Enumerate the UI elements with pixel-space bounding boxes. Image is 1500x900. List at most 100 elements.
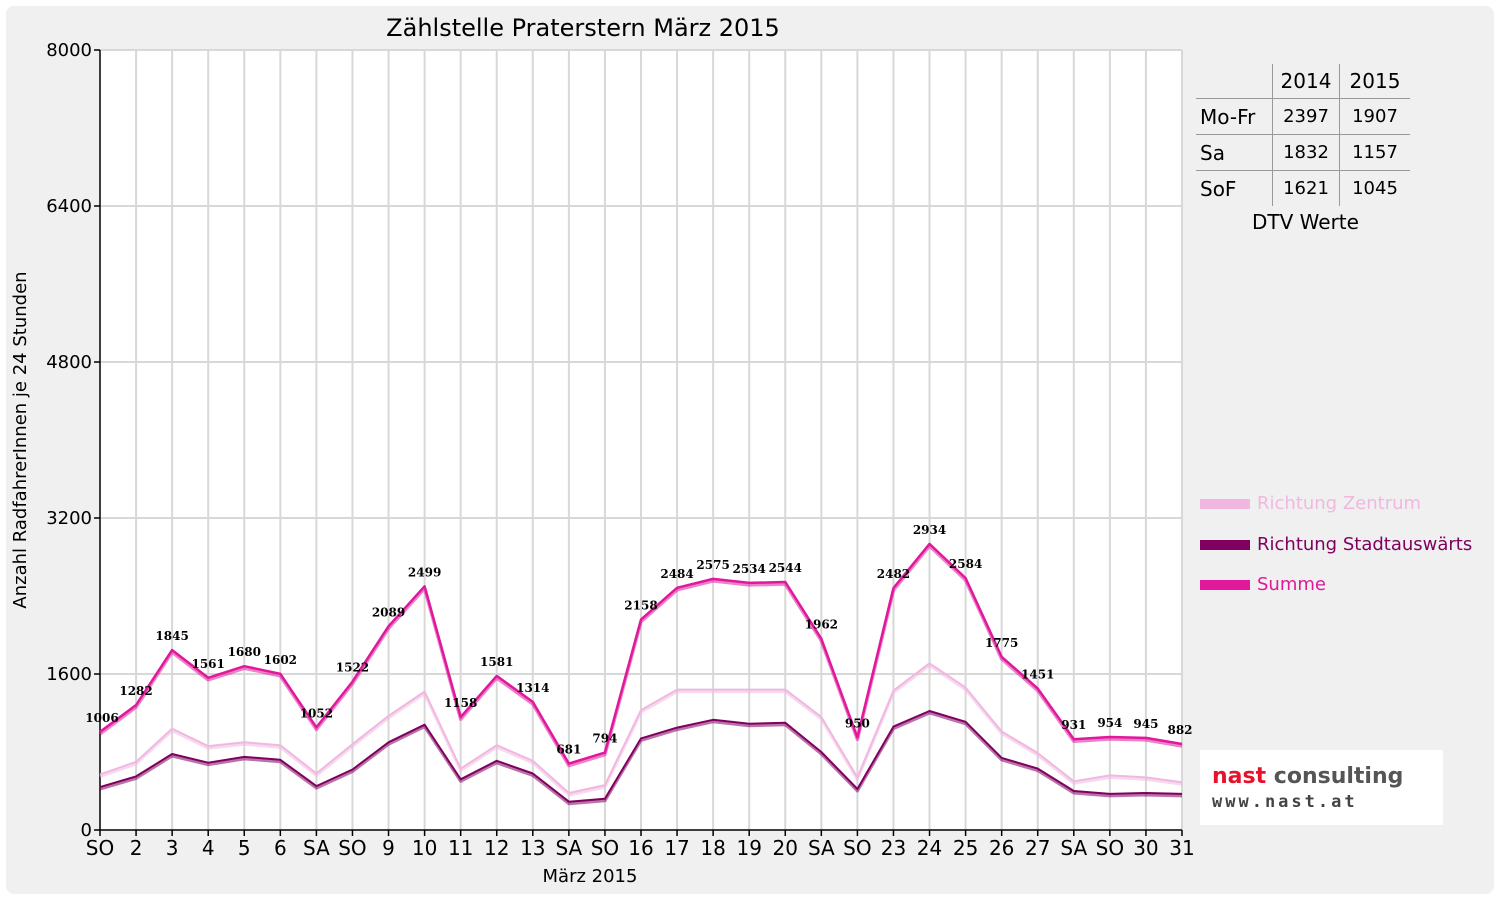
x-tick-label: 24 <box>917 836 942 860</box>
x-tick-label: 12 <box>484 836 509 860</box>
x-tick-label: SO <box>338 836 366 860</box>
legend-label: Richtung Stadtauswärts <box>1257 534 1473 555</box>
series-line <box>99 662 1183 794</box>
data-label: 2934 <box>913 523 946 537</box>
y-tick-label: 3200 <box>46 508 92 529</box>
legend-swatch <box>1200 580 1250 590</box>
dtv-value-2015: 1907 <box>1339 98 1410 135</box>
series-line <box>99 542 1183 765</box>
dtv-header-row: 2014 2015 <box>1196 64 1410 99</box>
x-tick-label: 16 <box>628 836 653 860</box>
dtv-row-label: Sa <box>1196 134 1273 171</box>
x-tick-label: 19 <box>736 836 761 860</box>
data-label: 2158 <box>624 599 657 613</box>
y-axis-title: Anzahl RadfahrerInnen je 24 Stunden <box>10 271 31 608</box>
x-tick-label: SO <box>1096 836 1124 860</box>
x-tick-label: 23 <box>881 836 906 860</box>
x-tick-label: 18 <box>700 836 725 860</box>
legend-item-stadtauswaerts: Richtung Stadtauswärts <box>1200 534 1472 556</box>
x-tick-label: SA <box>808 836 835 860</box>
data-label: 1522 <box>336 661 369 675</box>
legend-swatch <box>1200 540 1250 550</box>
x-tick-label: 26 <box>989 836 1014 860</box>
dtv-value-2014: 1621 <box>1272 170 1340 206</box>
y-tick-label: 6400 <box>46 196 92 217</box>
data-label: 2499 <box>408 565 441 579</box>
data-label: 1006 <box>85 711 118 725</box>
data-label: 1775 <box>985 636 1018 650</box>
x-tick-label: 20 <box>773 836 798 860</box>
x-tick-label: 2 <box>130 836 143 860</box>
data-label: 1602 <box>264 653 297 667</box>
company-logo: nast consulting www.nast.at <box>1200 750 1443 825</box>
dtv-table: 2014 2015 Mo-Fr 2397 1907 Sa 1832 1157 S… <box>1196 64 1410 206</box>
x-tick-label: 9 <box>382 836 395 860</box>
x-tick-label: 11 <box>448 836 473 860</box>
dtv-value-2015: 1157 <box>1339 134 1410 171</box>
data-label: 1581 <box>480 655 513 669</box>
x-tick-label: 25 <box>953 836 978 860</box>
data-label: 1282 <box>119 684 152 698</box>
dtv-header-empty <box>1196 64 1273 99</box>
dtv-row-mofr: Mo-Fr 2397 1907 <box>1196 98 1410 135</box>
x-tick-label: 13 <box>520 836 545 860</box>
data-label: 794 <box>592 732 617 746</box>
legend-label: Richtung Zentrum <box>1257 493 1422 514</box>
data-label: 945 <box>1133 717 1158 731</box>
x-tick-label: 5 <box>238 836 251 860</box>
dtv-header-2014: 2014 <box>1272 64 1340 99</box>
logo-name: nast consulting <box>1212 764 1403 789</box>
data-label: 1561 <box>191 657 224 671</box>
x-tick-label: 30 <box>1133 836 1158 860</box>
data-label: 2089 <box>372 605 405 619</box>
dtv-row-label: Mo-Fr <box>1196 98 1273 135</box>
data-label: 2544 <box>769 561 802 575</box>
logo-name-part1: nast <box>1212 764 1267 789</box>
data-label: 1845 <box>155 629 188 643</box>
x-tick-label: 4 <box>202 836 215 860</box>
legend-swatch <box>1200 499 1250 509</box>
logo-url: www.nast.at <box>1212 792 1358 812</box>
data-label: 1158 <box>444 696 477 710</box>
dtv-caption: DTV Werte <box>1252 210 1359 234</box>
x-axis-title: März 2015 <box>543 866 638 887</box>
grid <box>100 49 1183 830</box>
x-tick-label: SO <box>843 836 871 860</box>
data-label: 931 <box>1061 718 1086 732</box>
dtv-value-2015: 1045 <box>1339 170 1410 206</box>
dtv-value-2014: 1832 <box>1272 134 1340 171</box>
y-tick-label: 8000 <box>46 40 92 61</box>
x-tick-label: SA <box>303 836 330 860</box>
data-label: 882 <box>1167 723 1192 737</box>
chart-title: Zählstelle Praterstern März 2015 <box>386 14 780 42</box>
y-tick-label: 0 <box>81 820 92 841</box>
dtv-row-sa: Sa 1832 1157 <box>1196 134 1410 171</box>
data-label: 1451 <box>1021 668 1054 682</box>
dtv-header-2015: 2015 <box>1339 64 1410 99</box>
data-label: 681 <box>556 743 581 757</box>
legend-item-summe: Summe <box>1200 574 1326 596</box>
data-label: 2482 <box>877 567 910 581</box>
legend-label: Summe <box>1257 574 1326 595</box>
x-tick-label: 17 <box>664 836 689 860</box>
x-tick-label: SA <box>1060 836 1087 860</box>
data-label: 2484 <box>660 567 693 581</box>
data-label: 1962 <box>805 618 838 632</box>
x-tick-label: 10 <box>412 836 437 860</box>
logo-name-part2: consulting <box>1273 764 1404 789</box>
dtv-row-sof: SoF 1621 1045 <box>1196 170 1410 206</box>
data-label: 1314 <box>516 681 549 695</box>
data-label: 1680 <box>228 645 261 659</box>
x-tick-label: 6 <box>274 836 287 860</box>
series-line <box>99 710 1183 803</box>
dtv-value-2014: 2397 <box>1272 98 1340 135</box>
data-label: 954 <box>1097 716 1122 730</box>
series-lines <box>98 542 1183 806</box>
series-line-shadow <box>99 711 1183 806</box>
y-tick-label: 1600 <box>46 664 92 685</box>
data-label: 2584 <box>949 557 982 571</box>
x-tick-label: 27 <box>1025 836 1050 860</box>
